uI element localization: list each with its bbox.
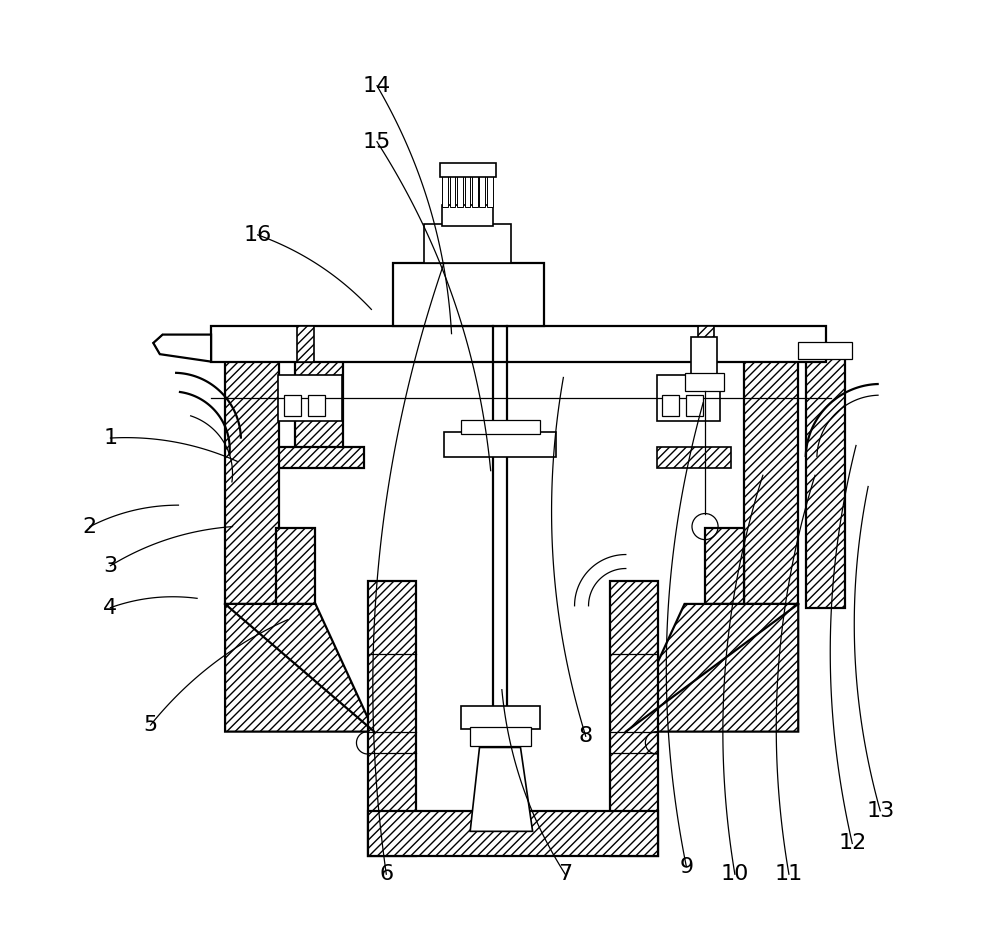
Bar bbox=[662, 395, 679, 416]
Text: 1: 1 bbox=[103, 428, 117, 448]
Bar bbox=[440, 163, 496, 177]
Bar bbox=[470, 727, 531, 746]
Text: 10: 10 bbox=[721, 864, 749, 884]
Bar bbox=[457, 174, 463, 207]
Bar bbox=[368, 811, 658, 856]
Bar bbox=[472, 174, 478, 207]
Bar bbox=[657, 375, 720, 421]
Bar bbox=[461, 420, 540, 434]
Bar bbox=[487, 174, 493, 207]
Text: 9: 9 bbox=[679, 857, 693, 877]
Bar bbox=[276, 528, 315, 604]
Text: 16: 16 bbox=[244, 225, 272, 245]
Bar bbox=[278, 375, 342, 421]
Text: 14: 14 bbox=[363, 75, 391, 96]
Text: 7: 7 bbox=[558, 864, 572, 884]
Text: 6: 6 bbox=[379, 864, 393, 884]
Polygon shape bbox=[626, 604, 798, 732]
Bar bbox=[744, 360, 798, 604]
Text: 12: 12 bbox=[838, 833, 866, 854]
Bar bbox=[610, 581, 658, 856]
Text: 13: 13 bbox=[866, 801, 894, 821]
Bar bbox=[442, 205, 493, 226]
Bar bbox=[225, 360, 279, 604]
Bar bbox=[308, 395, 325, 416]
Bar bbox=[442, 174, 448, 207]
Bar bbox=[479, 174, 485, 207]
Bar bbox=[685, 373, 724, 391]
Bar bbox=[465, 174, 470, 207]
Bar bbox=[798, 342, 852, 359]
Text: 15: 15 bbox=[363, 131, 391, 152]
Text: 4: 4 bbox=[103, 597, 117, 618]
Bar bbox=[297, 326, 314, 362]
Bar bbox=[657, 447, 731, 468]
Bar bbox=[368, 581, 416, 856]
Bar bbox=[284, 395, 301, 416]
Polygon shape bbox=[153, 335, 211, 362]
Text: 8: 8 bbox=[579, 726, 593, 747]
Bar bbox=[450, 174, 455, 207]
Polygon shape bbox=[225, 604, 374, 732]
Bar bbox=[274, 447, 364, 468]
Bar bbox=[211, 326, 826, 362]
Bar bbox=[393, 263, 544, 326]
Bar bbox=[295, 361, 343, 449]
Bar bbox=[698, 326, 714, 362]
Bar bbox=[461, 706, 540, 729]
Bar bbox=[705, 528, 744, 604]
Text: 5: 5 bbox=[143, 715, 158, 735]
Bar bbox=[444, 432, 556, 457]
Text: 3: 3 bbox=[103, 555, 117, 576]
Bar bbox=[806, 356, 845, 608]
Text: 2: 2 bbox=[83, 516, 97, 537]
Text: 11: 11 bbox=[775, 864, 803, 884]
Bar bbox=[686, 395, 703, 416]
Polygon shape bbox=[470, 747, 533, 831]
Bar bbox=[424, 224, 511, 263]
Bar bbox=[691, 337, 717, 375]
